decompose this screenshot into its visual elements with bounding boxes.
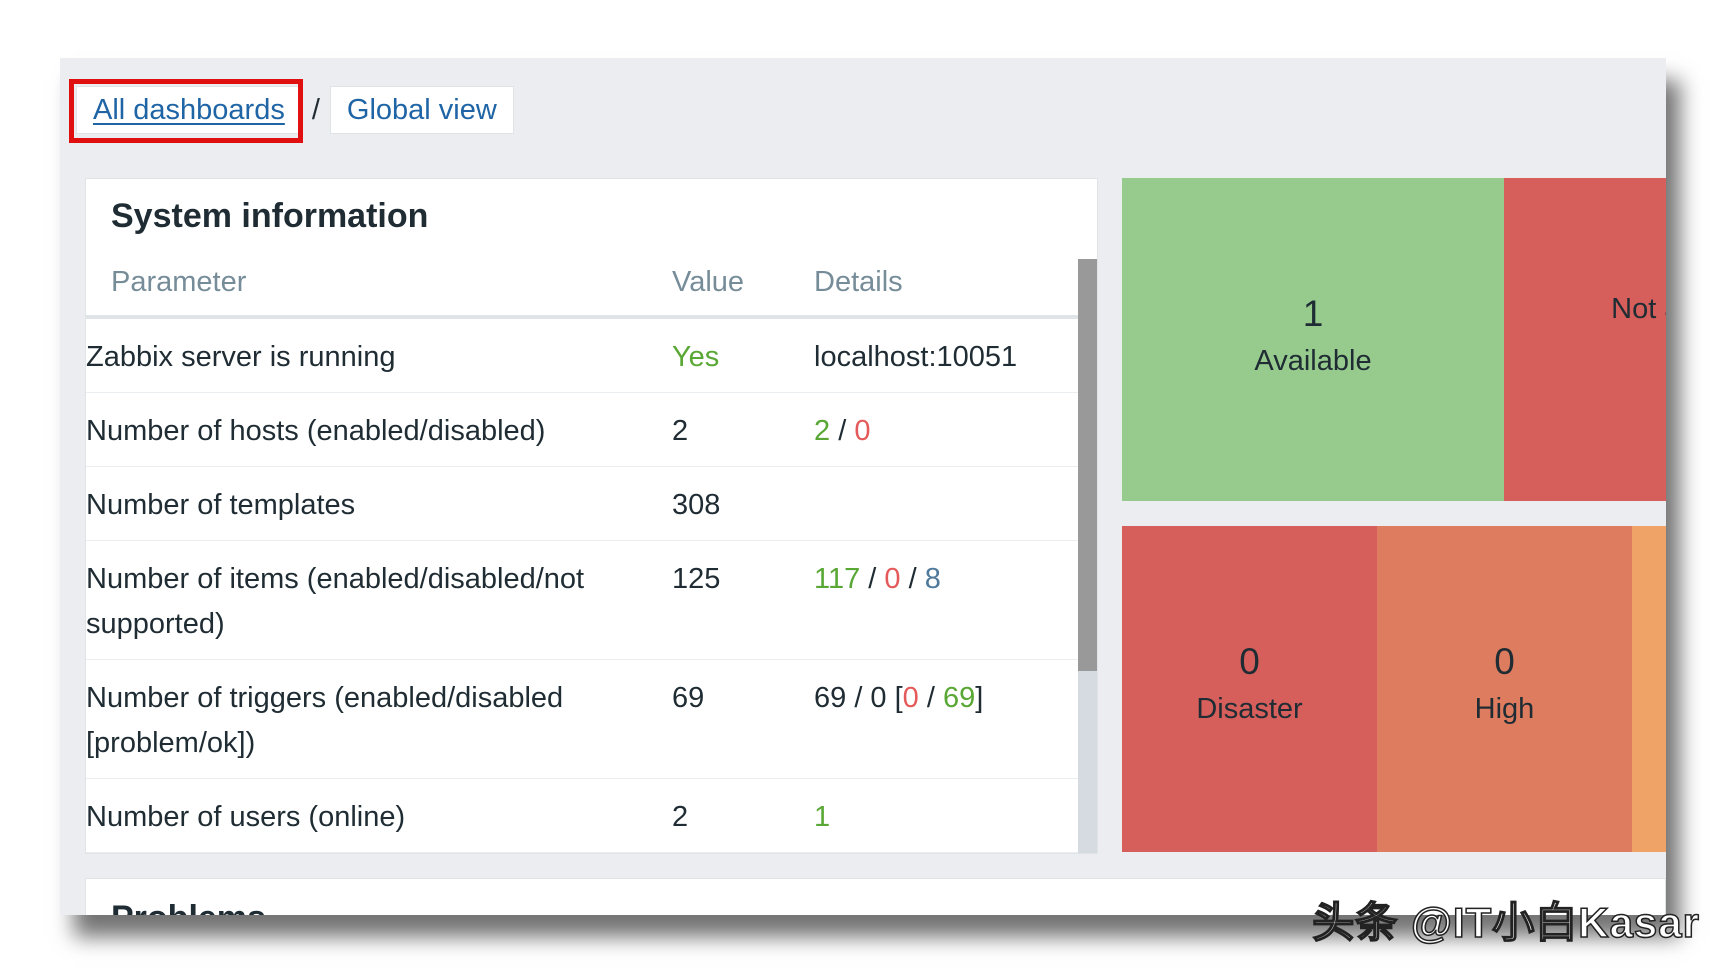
table-row: Number of users (online) 2 1 — [86, 779, 1078, 853]
available-label: Available — [1254, 345, 1372, 377]
param-cell: Number of items (enabled/disabled/not su… — [86, 563, 585, 640]
disabled-count: 0 — [854, 415, 871, 447]
value-cell: 69 — [672, 682, 705, 714]
value-cell: 2 — [672, 801, 689, 833]
disaster-tile[interactable]: 0 Disaster — [1122, 526, 1377, 852]
table-row: Number of items (enabled/disabled/not su… — [86, 541, 1078, 660]
details-cell: 69 / 0 [0 / 69] — [814, 660, 1078, 778]
host-availability-widget: 1 Available Not available — [1122, 178, 1666, 501]
value-cell: 2 — [672, 415, 689, 447]
details-cell: 117 / 0 / 8 — [814, 541, 1078, 659]
separator: / — [918, 682, 943, 714]
not-available-label: Not available — [1611, 293, 1666, 325]
system-info-table: Parameter Value Details Zabbix server is… — [86, 249, 1078, 853]
watermark: 头条 @IT小白Kasar — [1312, 898, 1700, 947]
problems-widget: Problems — [85, 878, 1666, 915]
separator: / — [860, 563, 885, 595]
table-header: Parameter Value Details — [86, 249, 1078, 319]
separator: / — [830, 415, 855, 447]
param-cell: Number of users (online) — [86, 801, 406, 833]
vertical-scrollbar[interactable] — [1078, 259, 1097, 853]
table-row: Number of templates 308 — [86, 467, 1078, 541]
enabled-count: 2 — [814, 415, 831, 447]
ok-count: 69 — [942, 682, 976, 714]
system-information-widget: System information Parameter Value Detai… — [85, 178, 1098, 854]
enabled-count: 117 — [814, 563, 861, 595]
high-count: 0 — [1494, 641, 1515, 682]
details-cell: 2 / 0 — [814, 393, 1078, 466]
global-view-link[interactable]: Global view — [329, 86, 514, 134]
details-cell — [814, 467, 1078, 540]
average-tile[interactable] — [1632, 526, 1666, 852]
disaster-count: 0 — [1239, 641, 1260, 682]
breadcrumb-separator: / — [311, 93, 320, 126]
not-supported-count: 8 — [924, 563, 941, 595]
param-cell: Zabbix server is running — [86, 341, 396, 373]
triggers-suffix: ] — [975, 682, 984, 714]
table-row: Number of hosts (enabled/disabled) 2 2 /… — [86, 393, 1078, 467]
triggers-prefix: 69 / 0 [ — [814, 682, 903, 714]
widget-title: System information — [111, 197, 429, 235]
disabled-count: 0 — [884, 563, 901, 595]
all-dashboards-link[interactable]: All dashboards — [69, 79, 303, 143]
problem-count: 0 — [902, 682, 919, 714]
separator: / — [900, 563, 925, 595]
scrollbar-thumb[interactable] — [1078, 259, 1097, 671]
param-cell: Number of templates — [86, 489, 356, 521]
header-details: Details — [814, 265, 903, 298]
available-count: 1 — [1302, 293, 1324, 334]
details-cell: 1 — [814, 801, 831, 833]
header-parameter: Parameter — [111, 265, 247, 298]
breadcrumb: All dashboards / Global view — [69, 79, 514, 143]
not-available-tile[interactable]: Not available — [1504, 178, 1666, 501]
all-dashboards-label: All dashboards — [93, 93, 285, 126]
param-cell: Number of hosts (enabled/disabled) — [86, 415, 546, 447]
header-value: Value — [672, 265, 745, 298]
table-row: Zabbix server is running Yes localhost:1… — [86, 319, 1078, 393]
details-cell: localhost:10051 — [814, 341, 1018, 373]
table-row: Number of triggers (enabled/disabled [pr… — [86, 660, 1078, 779]
problems-by-severity-widget: 0 Disaster 0 High — [1122, 526, 1666, 852]
value-cell: Yes — [672, 341, 720, 373]
high-label: High — [1474, 693, 1535, 725]
param-cell: Number of triggers (enabled/disabled [pr… — [86, 682, 564, 759]
problems-title: Problems — [111, 899, 266, 915]
dashboard-screenshot: All dashboards / Global view System info… — [60, 58, 1666, 915]
available-tile[interactable]: 1 Available — [1122, 178, 1504, 501]
value-cell: 308 — [672, 489, 721, 521]
global-view-label: Global view — [346, 93, 497, 126]
value-cell: 125 — [672, 563, 721, 595]
disaster-label: Disaster — [1196, 693, 1303, 725]
high-tile[interactable]: 0 High — [1377, 526, 1632, 852]
